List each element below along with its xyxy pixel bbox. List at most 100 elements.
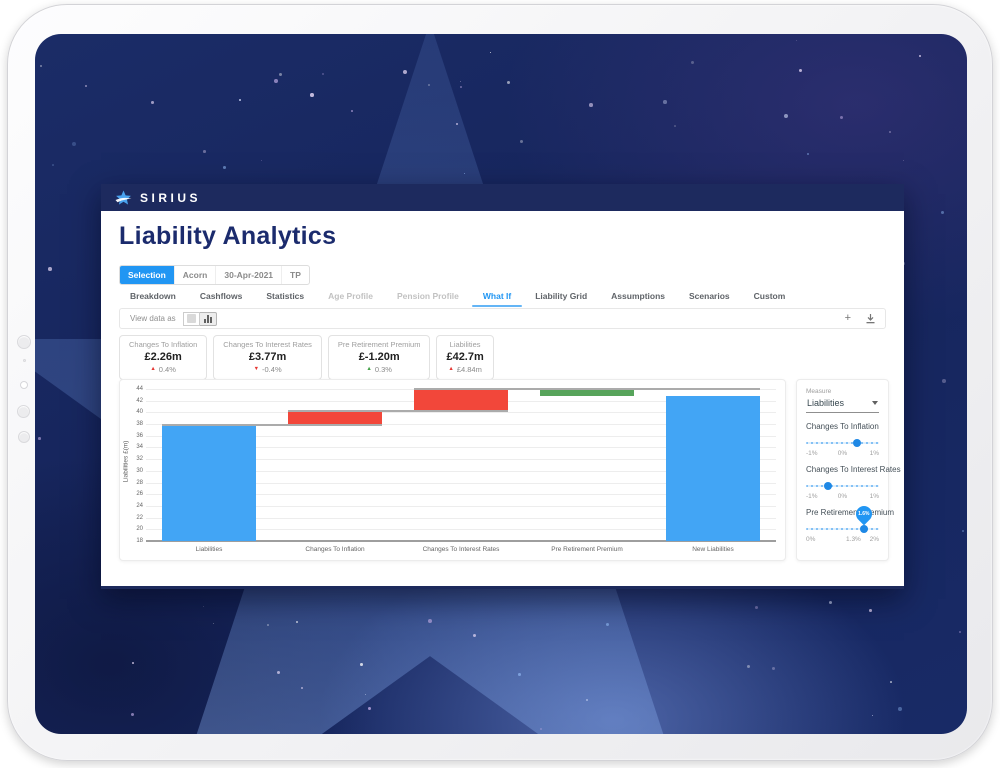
download-icon	[866, 313, 875, 323]
kpi-title: Pre Retirement Premium	[337, 340, 421, 349]
y-tick-label: 26	[136, 491, 143, 498]
slider-label: Changes To Inflation	[806, 422, 879, 431]
kpi-card-liabilities: Liabilities £42.7m ▲ £4.84m	[436, 335, 494, 380]
slider-thumb[interactable]	[823, 482, 832, 490]
selection-chip-group: Selection Acorn 30-Apr-2021 TP	[119, 265, 310, 285]
bezel-button-2	[18, 431, 30, 443]
measure-value: Liabilities	[807, 398, 845, 408]
y-tick-label: 30	[136, 467, 143, 474]
slider-max-label: 1%	[869, 493, 879, 500]
waterfall-bar-liabilities[interactable]	[161, 424, 257, 541]
page-title: Liability Analytics	[119, 222, 337, 250]
tab-age-profile[interactable]: Age Profile	[328, 291, 374, 301]
slider-group-list: Changes To Inflation -1% 0% 1% Changes To In…	[806, 422, 901, 545]
waterfall-connector	[539, 388, 761, 391]
tablet-screen: SIRIUS Liability Analytics Selection Acor…	[35, 34, 967, 734]
y-tick-label: 36	[136, 432, 143, 439]
kpi-delta: ▲ 0.4%	[129, 365, 197, 374]
y-tick-label: 42	[136, 397, 143, 404]
y-tick-label: 20	[136, 526, 143, 533]
slider-value-text: 1.6%	[858, 511, 871, 517]
app-navbar: SIRIUS	[101, 184, 904, 211]
kpi-value: £-1.20m	[358, 351, 400, 363]
selection-chip-acorn[interactable]: Acorn	[173, 266, 216, 284]
slider-marks: -1% 0% 1%	[806, 493, 879, 502]
tab-cashflows[interactable]: Cashflows	[199, 291, 243, 301]
measure-select[interactable]: Liabilities	[806, 395, 879, 413]
chevron-down-icon	[872, 401, 878, 405]
brand-name: SIRIUS	[140, 190, 202, 205]
y-tick-label: 24	[136, 502, 143, 509]
x-category-label: New Liabilities	[692, 546, 734, 553]
kpi-card-pre-retirement-premium: Pre Retirement Premium £-1.20m ▲ 0.3%	[327, 335, 431, 380]
tab-scenarios[interactable]: Scenarios	[689, 291, 730, 301]
slider-value-balloon: 1.6%	[853, 502, 876, 526]
waterfall-bar-changes-to-inflation[interactable]	[287, 411, 383, 425]
slider-changes-to-interest-rates: Changes To Interest Rates -1% 0% 1%	[806, 465, 901, 502]
slider-track[interactable]	[806, 442, 879, 444]
selection-chip-tp[interactable]: TP	[281, 266, 309, 284]
triangle-up-icon: ▲	[366, 365, 372, 372]
kpi-title: Changes To Inflation	[129, 340, 198, 349]
triangle-up-icon: ▲	[150, 365, 156, 372]
y-tick-label: 40	[136, 409, 143, 416]
selection-chip-selection[interactable]: Selection	[120, 266, 174, 284]
gridline	[146, 459, 776, 461]
tab-custom[interactable]: Custom	[753, 291, 786, 301]
gridline	[146, 482, 776, 484]
slider-label: Pre Retirement Premium	[806, 508, 895, 517]
bar-chart-icon	[203, 314, 212, 323]
download-button[interactable]	[866, 313, 875, 324]
gridline	[146, 470, 776, 472]
slider-marks: -1% 0% 1%	[806, 450, 879, 459]
tab-statistics[interactable]: Statistics	[266, 291, 305, 301]
slider-min-label: -1%	[806, 493, 818, 500]
gridline	[146, 412, 776, 414]
chart-view-toggle[interactable]	[199, 311, 217, 326]
y-tick-label: 34	[136, 444, 143, 451]
slider-thumb[interactable]	[860, 525, 869, 533]
add-button[interactable]: +	[845, 313, 851, 324]
slider-pre-retirement-premium: Pre Retirement Premium 1.6% 0% 1.3% 2%	[806, 502, 895, 545]
x-category-label: Liabilities	[195, 546, 223, 553]
bezel-lens	[20, 381, 28, 389]
tab-liability-grid[interactable]: Liability Grid	[535, 291, 588, 301]
kpi-delta-value: -0.4%	[262, 365, 282, 374]
tab-what-if[interactable]: What If	[471, 288, 523, 307]
table-view-toggle[interactable]	[182, 311, 200, 326]
y-tick-label: 28	[136, 479, 143, 486]
slider-thumb[interactable]	[853, 439, 862, 447]
slider-mid-label: 0%	[837, 450, 848, 457]
kpi-card-changes-to-interest-rates: Changes To Interest Rates £3.77m ▼ -0.4%	[213, 335, 322, 380]
y-tick-label: 32	[136, 456, 143, 463]
table-icon	[186, 314, 196, 323]
slider-min-label: 0%	[806, 536, 816, 543]
kpi-card-changes-to-inflation: Changes To Inflation £2.26m ▲ 0.4%	[119, 335, 208, 380]
slider-track[interactable]	[806, 485, 879, 487]
bezel-mic-dot	[23, 359, 26, 362]
slider-track[interactable]	[806, 528, 879, 530]
x-category-label: Changes To Inflation	[305, 546, 365, 553]
waterfall-bar-new-liabilities[interactable]	[665, 396, 761, 541]
app-window: SIRIUS Liability Analytics Selection Acor…	[101, 184, 904, 589]
bezel-button-1	[17, 405, 30, 418]
selection-chip-30-apr-2021[interactable]: 30-Apr-2021	[215, 266, 281, 284]
tab-pension-profile[interactable]: Pension Profile	[397, 291, 459, 301]
view-data-as-label: View data as	[130, 314, 176, 323]
kpi-delta: ▲ 0.3%	[338, 365, 421, 374]
y-axis-label: Liabilities £(m)	[122, 440, 130, 483]
waterfall-connector	[413, 388, 635, 391]
gridline	[146, 494, 776, 496]
slider-track-wrap	[806, 482, 879, 490]
waterfall-bar-pre-retirement-premium[interactable]	[539, 389, 635, 397]
gridline	[146, 424, 776, 426]
kpi-delta-value: £4.84m	[456, 365, 482, 374]
kpi-delta-value: 0.4%	[158, 365, 176, 374]
kpi-value: £3.77m	[248, 351, 287, 363]
x-axis-line	[146, 540, 776, 542]
tab-breakdown[interactable]: Breakdown	[130, 291, 176, 301]
tab-assumptions[interactable]: Assumptions	[611, 291, 666, 301]
waterfall-bar-changes-to-interest-rates[interactable]	[413, 389, 509, 412]
bezel-camera	[17, 335, 31, 349]
